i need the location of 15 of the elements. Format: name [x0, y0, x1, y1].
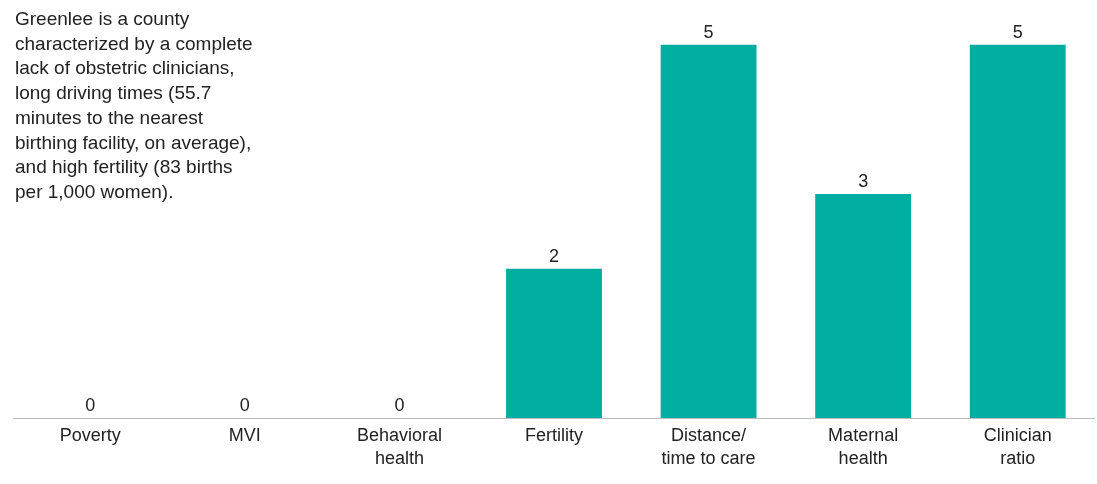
x-tick-label: Clinician ratio — [983, 424, 1052, 468]
data-label: 3 — [858, 171, 869, 192]
data-label: 0 — [85, 395, 96, 415]
x-tick-label: Fertility — [525, 424, 583, 445]
data-label: 0 — [394, 395, 405, 415]
data-label: 5 — [1012, 21, 1023, 42]
x-tick-label: MVI — [228, 424, 261, 445]
data-label: 5 — [703, 21, 714, 42]
x-tick-label: Behavioral health — [356, 424, 442, 468]
x-tick-label: Maternal health — [828, 424, 899, 468]
data-label: 2 — [548, 245, 560, 266]
annotation: Greenlee is a county characterized by a complete lack of obstetric clinicians, long driving times (55.7 minutes to the nearest birthing facility, on average), and high fertility (83 births per 1,000 women). — [15, 8, 253, 202]
x-tick-label: Distance/ time to care — [661, 424, 756, 468]
data-label: 0 — [239, 395, 250, 415]
x-tick-label: Poverty — [59, 424, 121, 445]
